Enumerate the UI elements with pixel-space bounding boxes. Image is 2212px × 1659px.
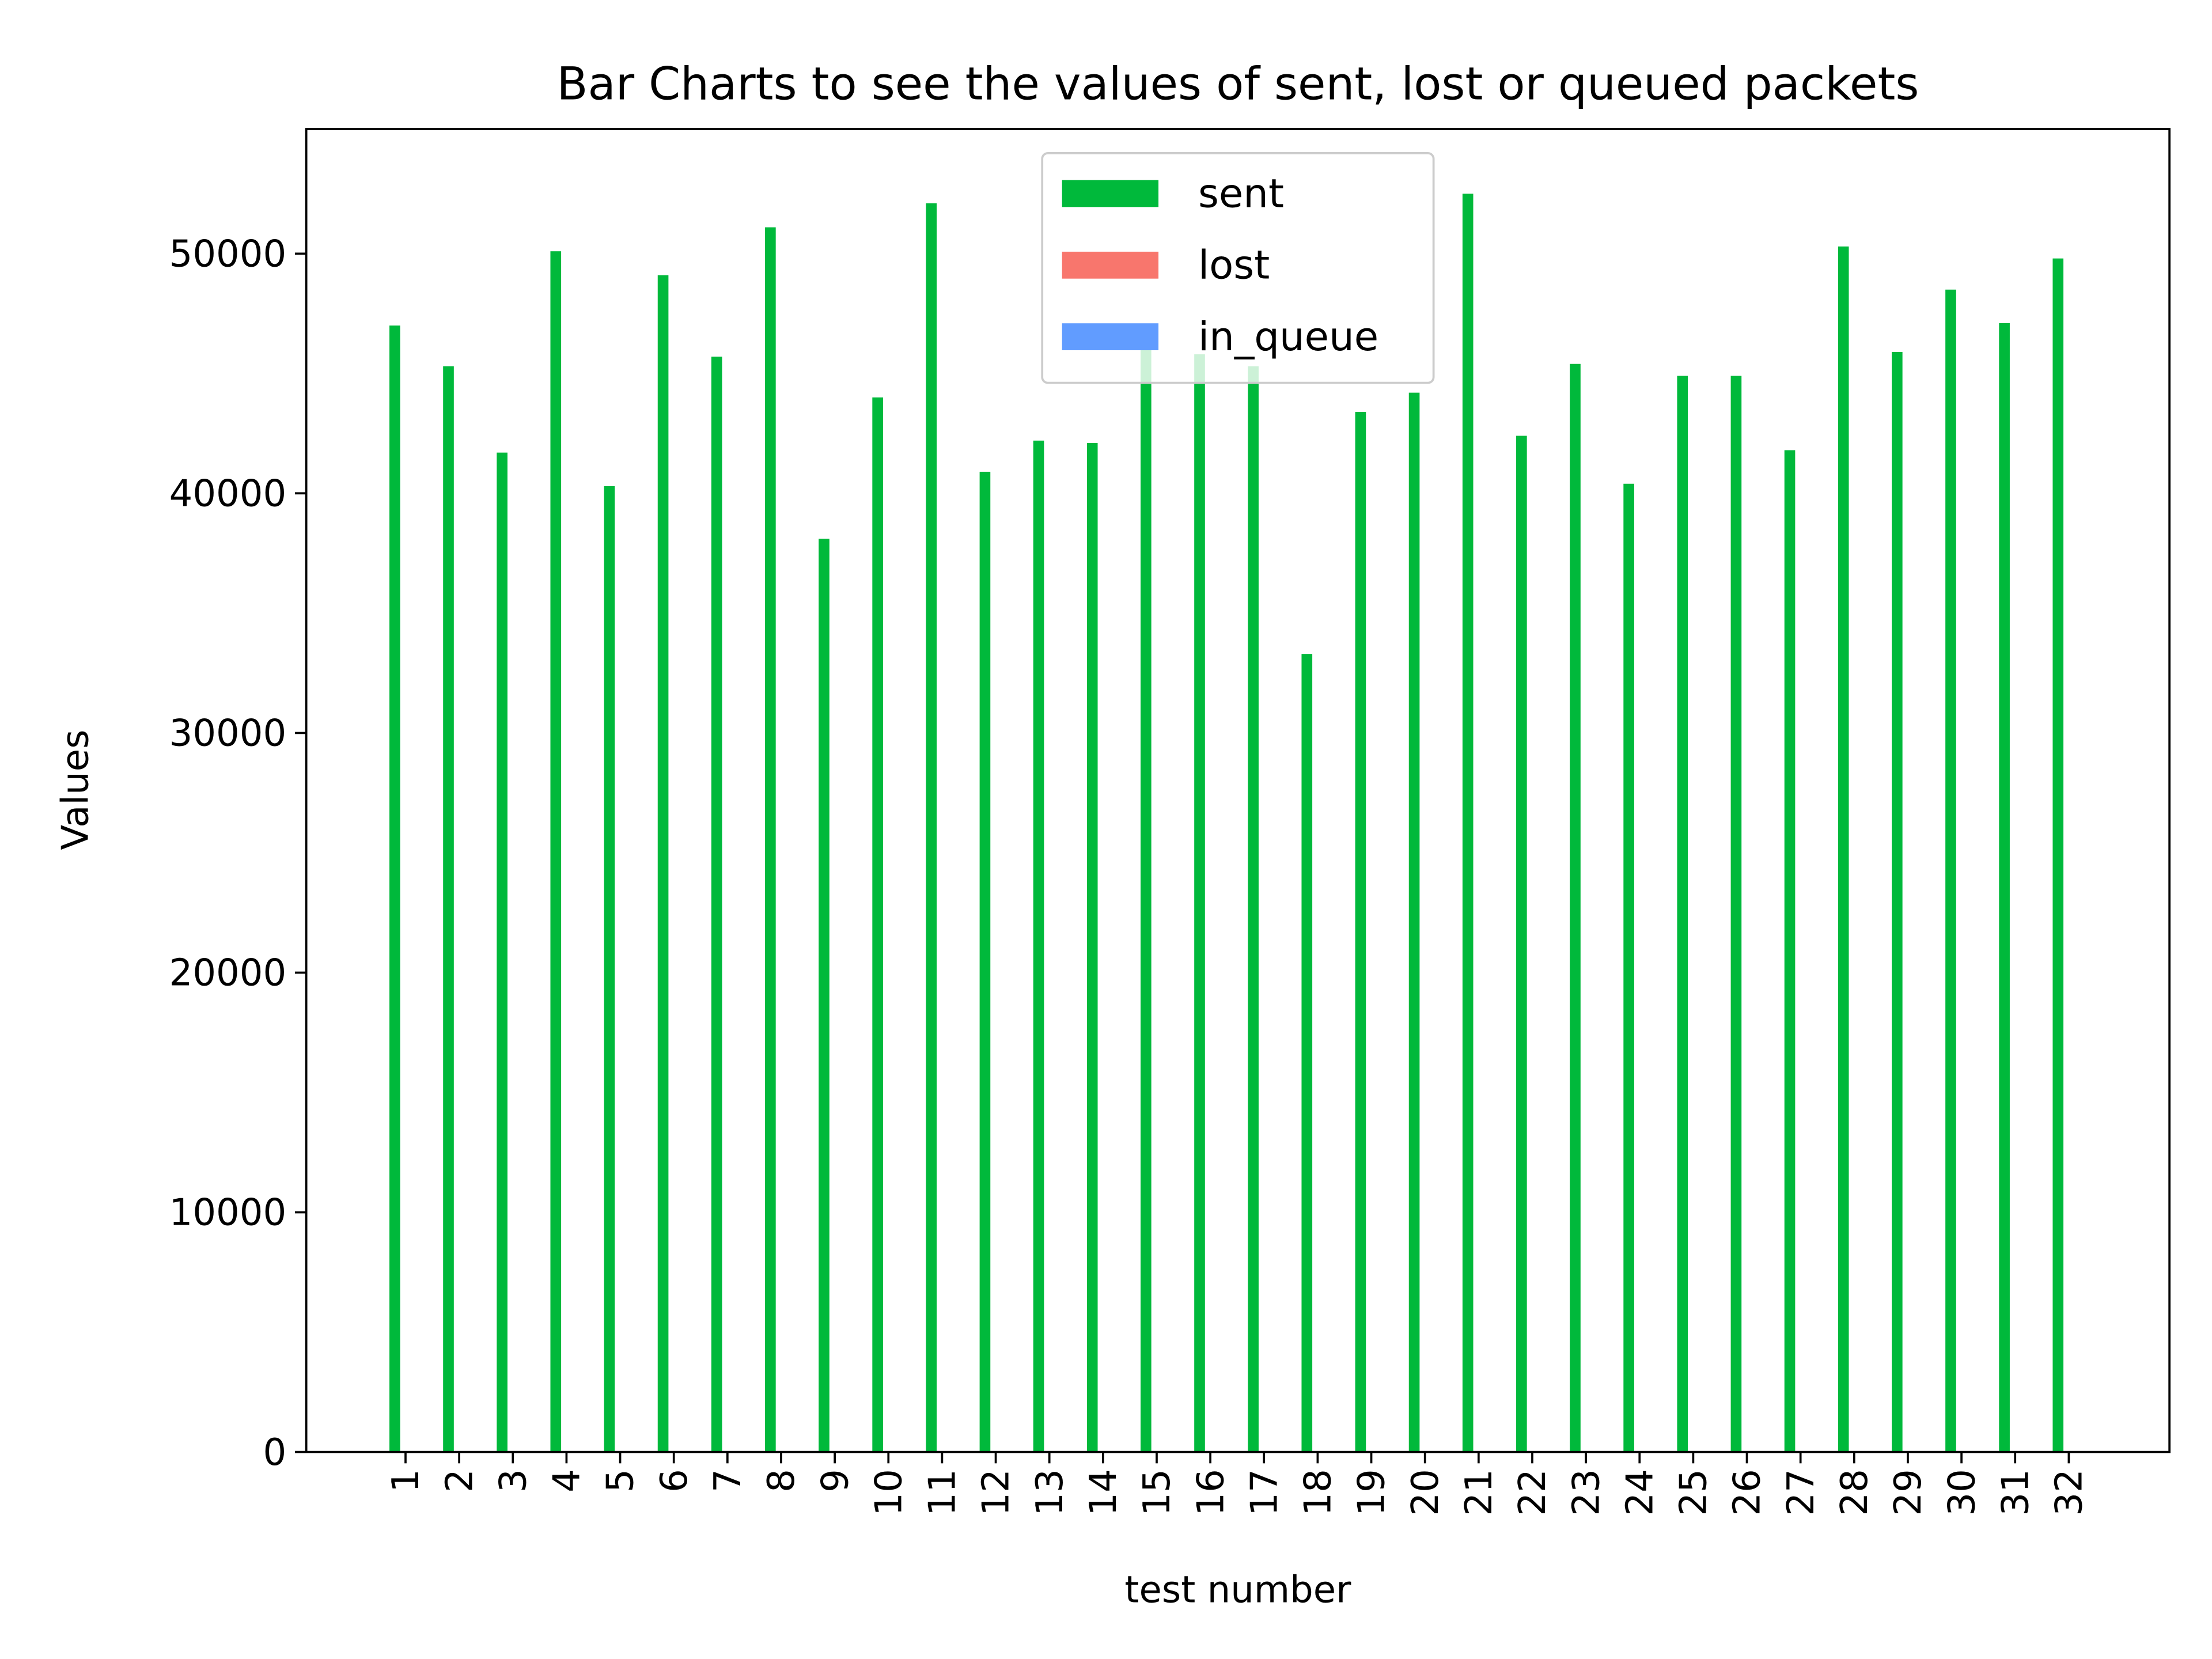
bar — [657, 275, 669, 1452]
bar — [1408, 392, 1420, 1452]
x-tick-label: 30 — [1941, 1469, 1983, 1516]
y-axis-label: Values — [55, 730, 97, 850]
bar — [1301, 654, 1313, 1452]
x-tick-label: 13 — [1029, 1469, 1071, 1516]
bar — [1892, 351, 1903, 1452]
x-tick-label: 5 — [600, 1469, 642, 1493]
x-tick-label: 28 — [1834, 1469, 1876, 1516]
y-tick-label: 10000 — [169, 1192, 287, 1234]
bar — [765, 227, 776, 1452]
bar — [979, 471, 991, 1452]
bar — [1838, 246, 1849, 1452]
bar — [1086, 443, 1098, 1452]
bar — [1623, 483, 1634, 1452]
bar — [443, 366, 454, 1452]
x-tick-label: 15 — [1136, 1469, 1179, 1516]
bar — [1355, 411, 1366, 1452]
x-tick-label: 17 — [1243, 1469, 1286, 1516]
x-tick-label: 20 — [1404, 1469, 1447, 1516]
x-tick-label: 25 — [1673, 1469, 1715, 1516]
x-tick-label: 11 — [922, 1469, 964, 1516]
x-tick-label: 32 — [2048, 1469, 2091, 1516]
bar — [604, 486, 615, 1452]
x-tick-label: 19 — [1351, 1469, 1393, 1516]
legend-label: in_queue — [1198, 314, 1378, 360]
x-tick-label: 31 — [1994, 1469, 2037, 1516]
chart-title: Bar Charts to see the values of sent, lo… — [556, 57, 1919, 110]
x-tick-label: 6 — [653, 1469, 696, 1493]
legend-label: lost — [1198, 243, 1270, 289]
bar — [1730, 376, 1742, 1452]
x-tick-label: 12 — [975, 1469, 1018, 1516]
x-tick-label: 18 — [1297, 1469, 1340, 1516]
bar — [1999, 323, 2010, 1452]
x-tick-label: 14 — [1082, 1469, 1125, 1516]
legend-swatch — [1062, 323, 1159, 350]
legend-swatch — [1062, 180, 1159, 207]
bar — [1141, 349, 1152, 1452]
x-tick-label: 27 — [1780, 1469, 1823, 1516]
x-tick-label: 23 — [1565, 1469, 1608, 1516]
bar — [1462, 194, 1474, 1452]
bar — [711, 357, 722, 1452]
x-tick-label: 7 — [707, 1469, 749, 1493]
bar — [819, 539, 830, 1452]
bar — [872, 397, 883, 1452]
bar — [550, 251, 562, 1452]
bar — [926, 203, 937, 1452]
x-tick-label: 4 — [546, 1469, 589, 1493]
bar — [1945, 289, 1956, 1452]
x-tick-label: 22 — [1512, 1469, 1554, 1516]
bar — [1784, 450, 1796, 1452]
x-axis-label: test number — [1124, 1569, 1351, 1612]
x-tick-label: 16 — [1190, 1469, 1232, 1516]
x-tick-label: 9 — [814, 1469, 857, 1493]
bar — [1570, 363, 1581, 1452]
y-tick-label: 40000 — [169, 473, 287, 516]
bar — [1194, 354, 1205, 1452]
legend-swatch — [1062, 251, 1159, 279]
y-tick-label: 0 — [263, 1431, 287, 1474]
x-tick-label: 24 — [1619, 1469, 1661, 1516]
x-tick-label: 26 — [1726, 1469, 1769, 1516]
bar — [389, 325, 400, 1452]
x-tick-label: 29 — [1887, 1469, 1930, 1516]
bar — [1677, 376, 1688, 1452]
legend-label: sent — [1198, 171, 1284, 217]
x-tick-label: 3 — [492, 1469, 535, 1493]
plot-frame — [305, 128, 2171, 1453]
y-tick-label: 30000 — [169, 713, 287, 755]
y-tick-label: 50000 — [169, 233, 287, 276]
bar — [1248, 366, 1259, 1452]
x-tick-label: 10 — [868, 1469, 910, 1516]
x-tick-label: 8 — [760, 1469, 803, 1493]
bar — [497, 452, 507, 1452]
x-tick-label: 2 — [438, 1469, 481, 1493]
bar — [1033, 440, 1044, 1452]
x-tick-label: 21 — [1458, 1469, 1501, 1516]
y-tick-label: 20000 — [169, 952, 287, 995]
x-tick-label: 1 — [385, 1469, 427, 1493]
bar — [2052, 258, 2064, 1452]
bar — [1516, 435, 1527, 1452]
